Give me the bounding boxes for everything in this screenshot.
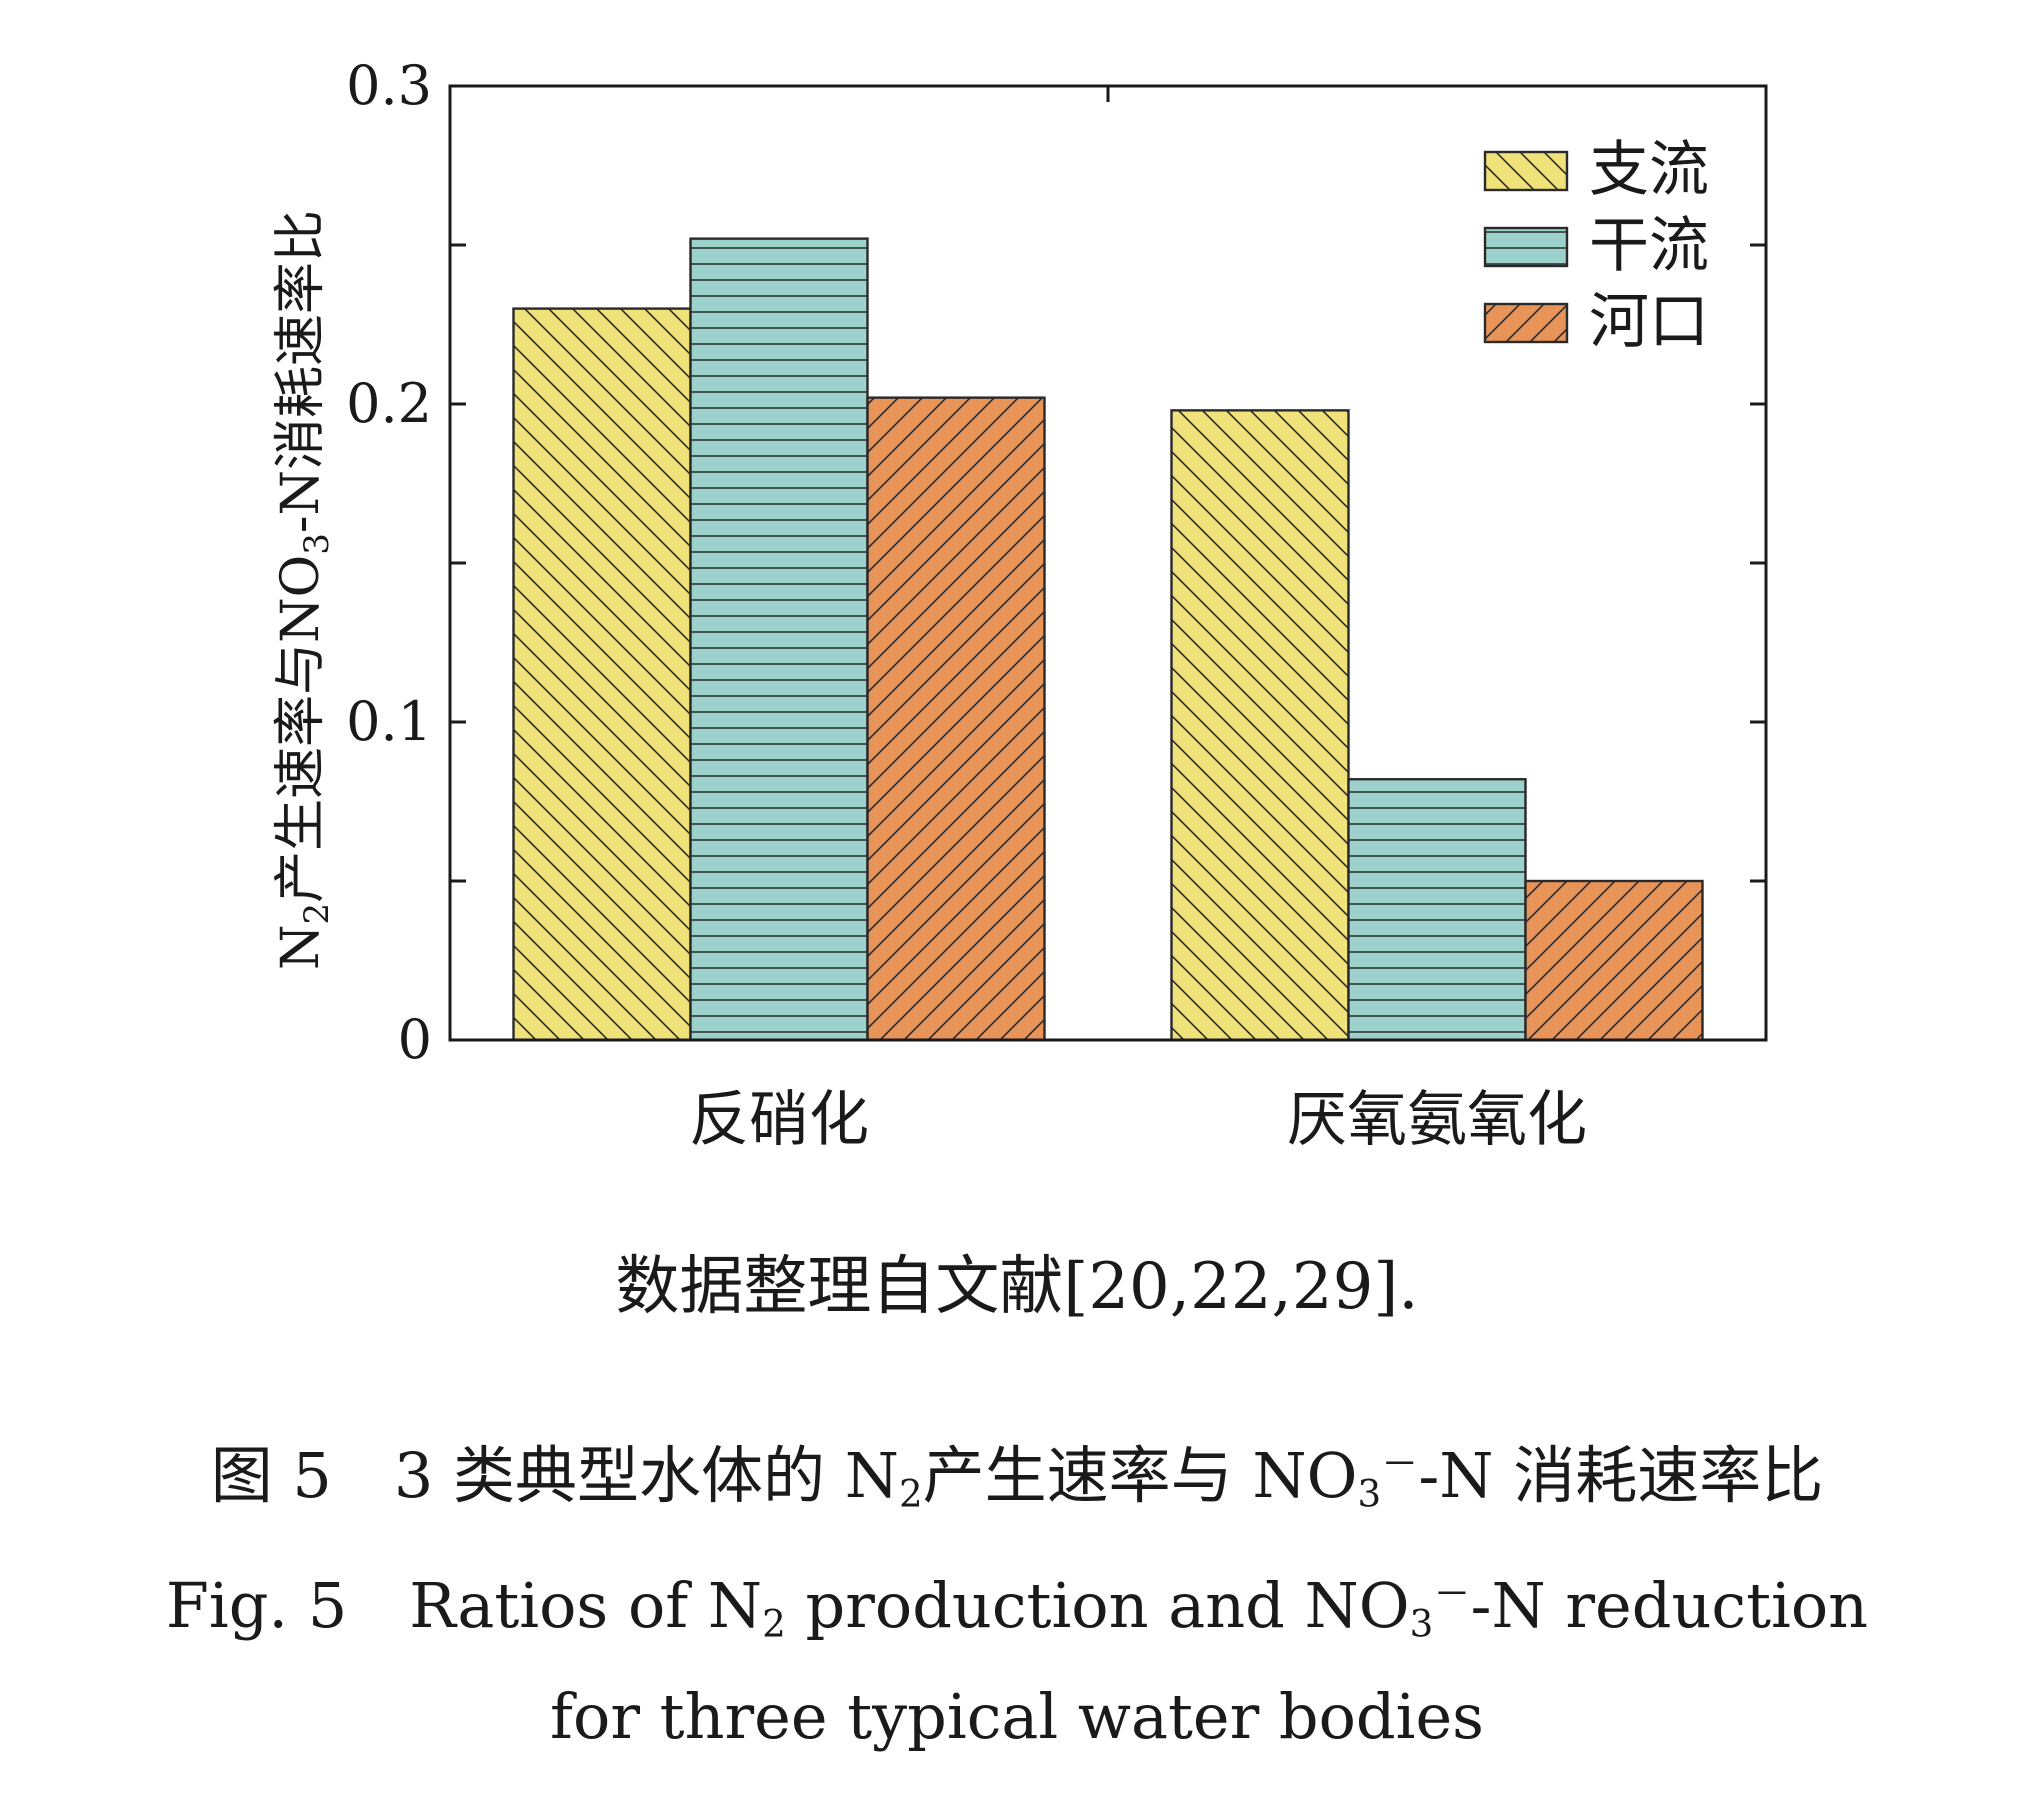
y-axis-label: N2产生速率与NO3-N消耗速率比 [271, 210, 337, 970]
data-source-note: 数据整理自文献[20,22,29]. [615, 1250, 1419, 1324]
legend-label: 干流 [1589, 211, 1709, 281]
bar-tributary-2 [1170, 409, 1350, 1042]
bar-estuary-2 [1524, 879, 1704, 1042]
axes-layer: 反硝化 厌氧氨氧化 0 0.1 0.2 0.3 [346, 54, 1768, 1155]
legend-item-tributary: 支流 [1483, 135, 1709, 205]
legend-label: 河口 [1589, 287, 1709, 357]
bar-estuary-1 [866, 396, 1046, 1042]
bar-mainstream-1 [689, 237, 869, 1042]
legend-item-estuary: 河口 [1483, 287, 1709, 357]
bar-mainstream-2 [1347, 778, 1527, 1042]
figure-caption-en-line2: for three typical water bodies [550, 1680, 1484, 1753]
y-tick-label: 0.2 [346, 372, 432, 435]
legend-label: 支流 [1589, 135, 1709, 205]
bars-layer [512, 237, 1704, 1042]
bar-tributary-1 [512, 307, 692, 1042]
figure-caption-en: Fig. 5 Ratios of N2 production and NO3－-… [165, 1569, 1869, 1646]
figure-caption-zh: 图 5 3 类典型水体的 N2产生速率与 NO3－-N 消耗速率比 [210, 1439, 1824, 1516]
x-tick-label: 反硝化 [689, 1085, 869, 1155]
y-tick-label: 0.3 [346, 54, 432, 117]
x-tick-label: 厌氧氨氧化 [1287, 1085, 1587, 1155]
legend-item-mainstream: 干流 [1483, 211, 1709, 281]
y-tick-label: 0.1 [346, 690, 432, 753]
y-tick-label: 0 [398, 1008, 432, 1071]
